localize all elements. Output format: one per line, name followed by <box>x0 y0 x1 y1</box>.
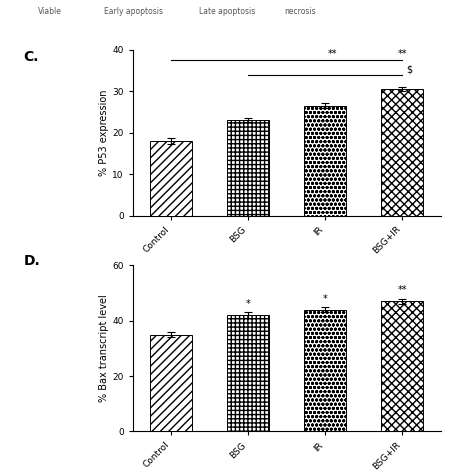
Text: *: * <box>246 299 251 309</box>
Text: **: ** <box>398 49 407 59</box>
Text: Early apoptosis: Early apoptosis <box>104 7 163 16</box>
Text: **: ** <box>398 285 407 295</box>
Bar <box>227 120 269 216</box>
Bar <box>227 315 269 431</box>
Bar <box>304 310 346 431</box>
Text: Viable: Viable <box>38 7 62 16</box>
Text: *: * <box>323 294 328 304</box>
Text: D.: D. <box>24 254 40 268</box>
Bar <box>381 301 423 431</box>
Text: Late apoptosis: Late apoptosis <box>199 7 255 16</box>
Text: necrosis: necrosis <box>284 7 316 16</box>
Bar <box>381 89 423 216</box>
Bar <box>304 106 346 216</box>
Y-axis label: % P53 expression: % P53 expression <box>100 90 109 176</box>
Text: C.: C. <box>24 50 39 64</box>
Bar <box>150 335 192 431</box>
Text: $: $ <box>406 64 412 74</box>
Y-axis label: % Bax transcript level: % Bax transcript level <box>100 294 109 402</box>
Bar <box>150 141 192 216</box>
Text: **: ** <box>328 49 338 59</box>
